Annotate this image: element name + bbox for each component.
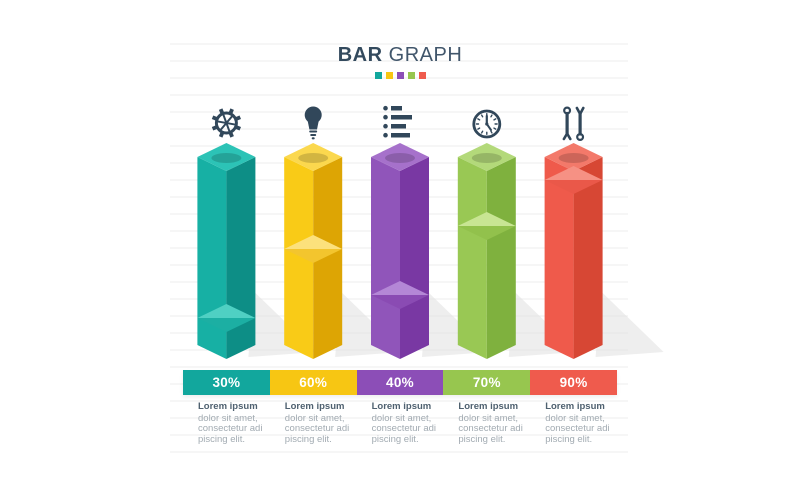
bar-left-face — [544, 157, 574, 359]
title-accent-squares — [0, 72, 800, 79]
bar-left-face — [284, 157, 314, 359]
page-title: BAR GRAPH — [0, 44, 800, 67]
percent-badge-time: 70% — [443, 370, 531, 395]
title-regular: GRAPH — [388, 44, 463, 66]
bar-column-tools — [544, 143, 603, 359]
accent-square — [407, 72, 415, 79]
description-line: consectetur adi — [545, 423, 610, 435]
bar-column-time — [457, 143, 516, 359]
fill-level-top — [457, 212, 516, 226]
description-heading: Lorem ipsum — [198, 401, 258, 412]
bar-right-face — [400, 157, 429, 359]
fill-level-bottom — [371, 295, 429, 309]
description-line: piscing elit. — [371, 433, 419, 445]
description-heading: Lorem ipsum — [458, 401, 519, 412]
description-line: consectetur adi — [458, 423, 523, 435]
bar-left-face — [457, 157, 487, 359]
description-line: piscing elit. — [458, 433, 506, 445]
description-line: dolor sit amet, — [284, 412, 345, 424]
description-line: dolor sit amet, — [198, 412, 258, 424]
lightbulb-icon — [304, 106, 322, 140]
bar-top-face — [197, 143, 256, 171]
icon-shadow-ellipse — [471, 153, 502, 163]
description-line: dolor sit amet, — [371, 412, 432, 424]
description-line: consectetur adi — [284, 423, 350, 435]
bar-top-face — [284, 143, 343, 171]
description-line: dolor sit amet, — [545, 412, 605, 424]
description-line: consectetur adi — [198, 423, 263, 435]
bar-top-face — [371, 143, 429, 171]
percent-badge-tools: 90% — [530, 370, 617, 395]
fill-level-bottom — [457, 226, 516, 240]
accent-square — [418, 72, 426, 79]
description-line: dolor sit amet, — [458, 412, 519, 424]
accent-square — [374, 72, 382, 79]
percentage-band: 30% 60% 40% 70% 90% — [183, 370, 617, 395]
description-heading: Lorem ipsum — [284, 401, 345, 412]
fill-level-bottom — [544, 180, 603, 194]
clock-icon — [472, 109, 502, 139]
icon-shadow-ellipse — [558, 153, 589, 163]
bar-column-idea — [284, 143, 343, 359]
fill-level-bottom — [284, 249, 343, 263]
percent-badge-list: 40% — [356, 370, 444, 395]
bar-right-face — [573, 157, 603, 359]
bar-left-face — [371, 157, 400, 359]
description-block: Lorem ipsum dolor sit amet, consectetur ad… — [443, 401, 530, 445]
description-block: Lorem ipsum dolor sit amet, consectetur ad… — [183, 401, 270, 445]
bar-right-face — [313, 157, 343, 359]
bar-column-list — [371, 143, 429, 359]
description-line: consectetur adi — [371, 423, 437, 435]
descriptions-row: Lorem ipsum dolor sit amet, consectetur ad… — [183, 401, 617, 445]
bar-top-face — [457, 143, 516, 171]
fill-level-top — [544, 166, 603, 180]
description-line: piscing elit. — [545, 433, 593, 445]
description-heading: Lorem ipsum — [371, 401, 432, 412]
gear-icon — [211, 108, 241, 138]
bar-right-face — [486, 157, 516, 359]
fill-level-top — [371, 281, 429, 295]
fill-level-top — [284, 235, 343, 249]
bar-column-settings — [197, 143, 256, 359]
wrench-icon — [562, 106, 585, 142]
bar-columns — [197, 143, 603, 359]
description-heading: Lorem ipsum — [545, 401, 605, 412]
description-block: Lorem ipsum dolor sit amet, consectetur ad… — [357, 401, 444, 445]
accent-square — [385, 72, 393, 79]
bar-top-face — [544, 143, 603, 171]
icon-shadow-ellipse — [211, 153, 242, 163]
bar-icons — [211, 105, 585, 142]
icon-shadow-ellipse — [385, 153, 415, 163]
bar-drop-shadow — [595, 291, 664, 357]
list-icon — [383, 105, 412, 138]
fill-level-bottom — [197, 318, 256, 332]
description-line: piscing elit. — [284, 433, 332, 445]
accent-square — [396, 72, 404, 79]
icon-shadow-ellipse — [298, 153, 329, 163]
chart-header: BAR GRAPH — [0, 44, 800, 79]
percent-badge-settings: 30% — [183, 370, 270, 395]
description-line: piscing elit. — [198, 433, 245, 445]
description-block: Lorem ipsum dolor sit amet, consectetur ad… — [530, 401, 617, 445]
description-block: Lorem ipsum dolor sit amet, consectetur ad… — [270, 401, 357, 445]
title-bold: BAR — [337, 44, 383, 66]
percent-badge-idea: 60% — [269, 370, 357, 395]
fill-level-top — [197, 304, 256, 318]
